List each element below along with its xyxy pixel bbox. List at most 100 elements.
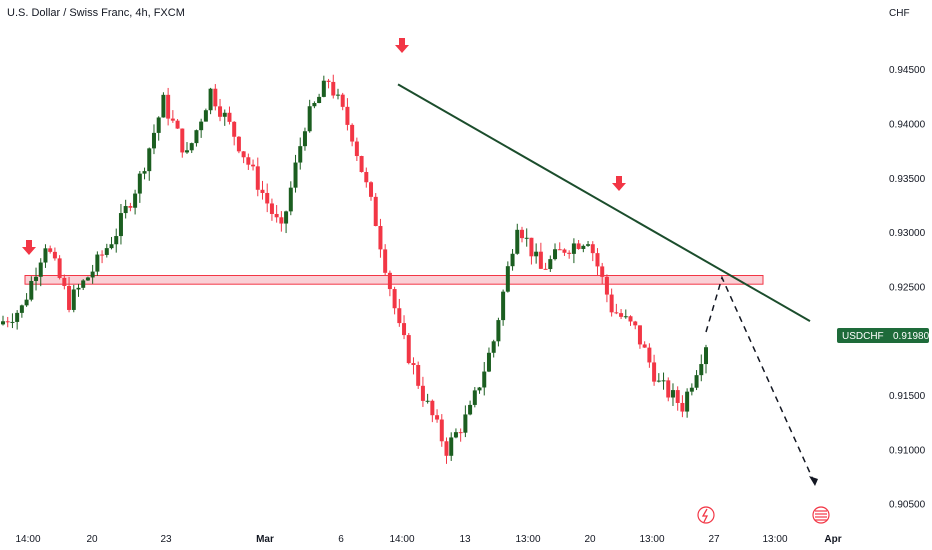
candle-body	[15, 312, 20, 322]
candle-body	[435, 415, 440, 420]
projection-arrowhead	[809, 476, 818, 487]
candle-body	[180, 128, 185, 153]
candle-body	[335, 94, 340, 96]
candle-body	[444, 441, 449, 456]
candle-body	[670, 390, 675, 398]
candle-body	[185, 150, 190, 153]
candle-body	[623, 316, 628, 318]
candle-body	[383, 249, 388, 273]
event-icons[interactable]	[697, 506, 830, 524]
x-tick-label: 14:00	[389, 534, 414, 545]
candle-body	[420, 385, 425, 401]
y-tick-label: 0.91500	[889, 391, 926, 402]
candle-body	[293, 162, 298, 188]
candle-body	[52, 251, 57, 259]
candle-body	[619, 313, 624, 317]
candle-body	[288, 187, 293, 212]
candle-body	[571, 243, 576, 254]
candle-body	[501, 291, 506, 321]
projection-line	[705, 275, 816, 485]
candle-body	[397, 308, 402, 324]
arrow-shaft	[616, 176, 622, 184]
candle-body	[486, 352, 491, 372]
candle-body	[364, 172, 369, 183]
candle-body	[519, 229, 524, 239]
x-tick-label: Apr	[824, 534, 841, 545]
candle-body	[260, 189, 265, 193]
candle-body	[317, 96, 322, 104]
candle-body	[241, 151, 246, 158]
candle-body	[661, 380, 666, 382]
arrow-shaft	[399, 38, 405, 46]
candle-body	[529, 237, 534, 257]
candle-body	[567, 252, 572, 254]
candle-body	[302, 131, 307, 147]
candle-body	[425, 400, 430, 402]
candle-body	[656, 380, 661, 382]
candle-body	[246, 157, 251, 165]
candle-body	[118, 213, 123, 237]
candle-body	[472, 390, 477, 405]
candle-body	[633, 321, 638, 326]
candle-body	[359, 156, 364, 173]
candle-body	[5, 321, 10, 323]
x-tick-label: 13	[459, 534, 471, 545]
candle-body	[203, 110, 208, 122]
y-tick-label: 0.92500	[889, 282, 926, 293]
candle-body	[114, 236, 119, 245]
marker-arrows	[22, 38, 626, 255]
candle-body	[62, 277, 67, 286]
candle-body	[100, 254, 105, 256]
candle-body	[689, 387, 694, 392]
y-tick-label: 0.91000	[889, 445, 926, 456]
candle-body	[199, 121, 204, 131]
trendline	[397, 83, 811, 322]
y-tick-label: 0.94000	[889, 119, 926, 130]
candle-body	[652, 362, 657, 382]
candle-body	[29, 280, 34, 300]
candle-body	[402, 323, 407, 336]
candle-body	[38, 262, 43, 277]
candle-body	[524, 237, 529, 239]
candle-body	[557, 249, 562, 251]
projection-path	[705, 275, 818, 487]
candle-body	[274, 213, 279, 218]
candle-body	[482, 371, 487, 388]
candle-body	[161, 94, 166, 118]
lightning-event-icon[interactable]	[697, 506, 715, 524]
candle-body	[279, 217, 284, 224]
candle-body	[699, 364, 704, 376]
candle-body	[586, 244, 591, 246]
candle-body	[543, 268, 548, 270]
x-tick-label: 13:00	[639, 534, 664, 545]
candle-body	[57, 258, 62, 278]
candle-body	[128, 206, 133, 208]
candle-body	[600, 266, 605, 277]
candle-body	[76, 287, 81, 290]
candle-body	[222, 112, 227, 117]
candle-body	[458, 432, 463, 434]
candle-body	[590, 244, 595, 254]
y-tick-label: 0.93500	[889, 174, 926, 185]
candle-body	[265, 192, 270, 204]
candle-body	[331, 81, 336, 96]
candle-body	[307, 106, 312, 132]
candle-body	[48, 248, 53, 252]
candle-body	[95, 254, 100, 272]
candle-body	[90, 271, 95, 278]
candle-body	[194, 130, 199, 144]
candle-body	[175, 120, 180, 129]
candle-body	[312, 103, 317, 107]
candle-body	[208, 88, 213, 111]
candle-body	[350, 124, 355, 142]
candle-body	[227, 112, 232, 122]
candle-body	[104, 248, 109, 255]
candle-body	[151, 132, 156, 149]
candle-body	[510, 253, 515, 267]
x-axis-ticks: 14:00 20 23 Mar 6 14:00 13 13:00 20 13:00 27 13:00 A…	[15, 534, 841, 545]
candlesticks	[1, 74, 708, 464]
candle-body	[538, 251, 543, 269]
y-axis-ticks: 0.94500 0.94000 0.93500 0.93000 0.92500 0.915…	[889, 65, 926, 510]
candle-body	[453, 432, 458, 438]
candle-body	[1, 321, 5, 325]
